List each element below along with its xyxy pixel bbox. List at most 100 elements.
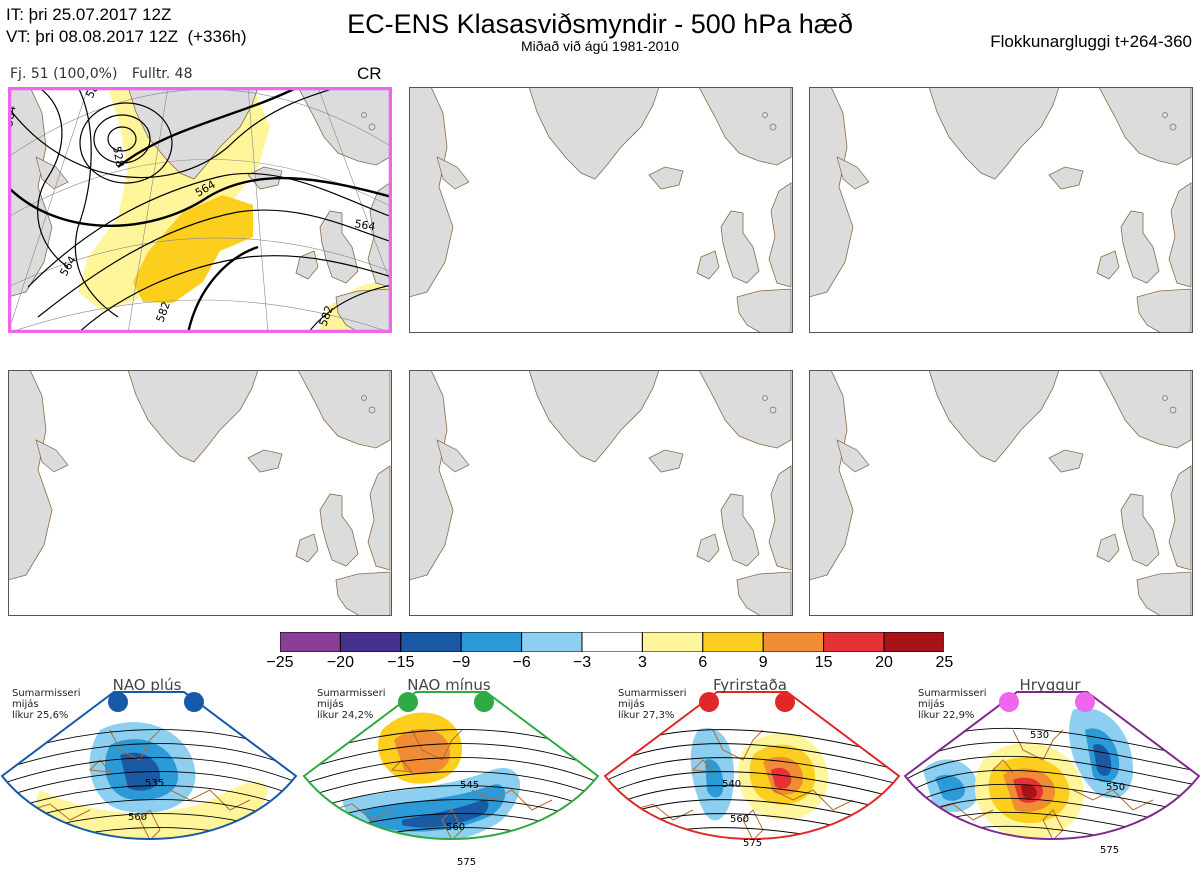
height-contour	[302, 842, 600, 868]
contour-label: 564	[353, 217, 376, 233]
regime-contour-label: 560	[128, 812, 148, 823]
regime-contour-label: 575	[1100, 845, 1120, 856]
page-title: EC-ENS Klasasviðsmyndir - 500 hPa hæð	[347, 9, 853, 39]
height-contour	[304, 771, 598, 803]
selected-cluster-border	[8, 87, 392, 333]
height-contour	[905, 825, 1199, 839]
cluster-map-panel-3	[809, 87, 1193, 333]
colorbar-tick: 20	[875, 654, 893, 671]
regime-panel	[302, 690, 600, 868]
regime-contour-label: 560	[446, 822, 466, 833]
colorbar-tick: −3	[572, 654, 592, 671]
cluster-map-panel-2	[409, 87, 793, 333]
regime-contour-label: 575	[457, 857, 477, 868]
anomaly-shading	[1013, 842, 1048, 856]
colorbar-tick: −9	[452, 654, 471, 671]
colorbar-cell	[400, 632, 462, 652]
colorbar-tick: 15	[814, 654, 833, 671]
regime-contour-label: 535	[145, 778, 165, 789]
regime-dot	[699, 692, 719, 712]
regime-dot	[1075, 692, 1095, 712]
stronger-positive-anomaly	[133, 195, 253, 303]
regime-likelihood: Sumarmisseri mijás líkur 24,2%	[317, 688, 386, 721]
panel1-map: 564 582 564 582 564 528 564 582	[8, 87, 392, 333]
colorbar-cell	[762, 632, 825, 652]
panel1-control: Fulltr. 48	[131, 66, 193, 82]
height-contour	[903, 840, 1200, 868]
colorbar-tick: −25	[266, 654, 294, 671]
cluster-map-panel-5	[409, 370, 793, 616]
anomaly-shading	[771, 767, 792, 789]
height-contour	[2, 771, 296, 803]
regime-contour-label: 545	[460, 780, 480, 791]
colorbar-tick: 9	[758, 654, 768, 671]
regime-border	[0, 691, 298, 840]
colorbar-cell	[280, 632, 341, 652]
height-contour	[304, 827, 598, 839]
regime-likelihood: Sumarmisseri mijás líkur 25,6%	[12, 688, 81, 721]
regime-name: Hryggur	[1019, 676, 1081, 694]
colorbar-cell	[641, 632, 704, 652]
colorbar-cell	[823, 632, 885, 652]
height-contour	[2, 757, 296, 789]
classification-window: Flokkunargluggi t+264-360	[990, 32, 1192, 51]
regime-border	[603, 691, 901, 840]
height-contour	[605, 771, 899, 803]
regime-name: Fyrirstaða	[713, 676, 787, 694]
regime-contour-label: 540	[722, 779, 742, 790]
panel1-members: Fj. 51 (100,0%)	[10, 66, 118, 82]
regime-border	[302, 691, 600, 840]
colorbar-cell	[702, 632, 764, 652]
regime-map	[903, 691, 1200, 868]
height-contour	[605, 827, 899, 839]
cluster-map-panel-4	[8, 370, 392, 616]
regime-map	[0, 691, 298, 868]
colorbar-tick: −6	[512, 654, 531, 671]
panel1-regime-code: CR	[357, 64, 382, 83]
regime-contour-label: 530	[1030, 730, 1050, 741]
cluster-map-panel-6	[809, 370, 1193, 616]
regime-panel	[0, 690, 298, 868]
colorbar-cell	[883, 632, 944, 652]
valid-time: VT: þri 08.08.2017 12Z (+336h)	[6, 27, 247, 46]
contour-label: 528	[110, 145, 126, 168]
colorbar-cell	[339, 632, 402, 652]
regime-map	[603, 691, 901, 840]
regime-contour-label: 560	[730, 814, 750, 825]
colorbar-tick: −15	[387, 654, 415, 671]
colorbar-tick: 3	[637, 654, 647, 671]
anomaly-shading	[1021, 784, 1037, 799]
contour-label: 564	[8, 105, 19, 128]
anomaly-colorbar	[280, 632, 944, 652]
height-contour	[2, 827, 296, 839]
anomaly-shading	[935, 774, 965, 801]
regime-likelihood: Sumarmisseri mijás líkur 22,9%	[918, 688, 987, 721]
regime-dot	[108, 692, 128, 712]
regime-dot	[775, 692, 795, 712]
regime-contour-label: 575	[743, 838, 763, 849]
regime-dot	[398, 692, 418, 712]
initial-time: IT: þri 25.07.2017 12Z	[6, 5, 172, 24]
regime-dot	[999, 692, 1019, 712]
regime-likelihood: Sumarmisseri mijás líkur 27,3%	[618, 688, 687, 721]
regime-border	[903, 691, 1200, 840]
regime-name: NAO plús	[112, 676, 182, 694]
colorbar-tick: −20	[326, 654, 354, 671]
colorbar-tick: 25	[935, 654, 954, 671]
colorbar-tick: 6	[698, 654, 708, 671]
cluster-map-panel-1: 564 582 564 582 564 528 564 582	[8, 87, 392, 333]
height-contour	[304, 743, 598, 775]
regime-name: NAO mínus	[407, 676, 491, 694]
regime-dot	[184, 692, 204, 712]
height-contour	[605, 757, 899, 789]
height-contour	[0, 842, 298, 868]
colorbar-cell	[460, 632, 523, 652]
height-contour	[2, 743, 296, 775]
colorbar-cell	[581, 632, 643, 652]
regime-panel	[603, 690, 901, 868]
height-contour	[905, 755, 1199, 789]
regime-dot	[474, 692, 494, 712]
page-subtitle: Miðað við ágú 1981-2010	[520, 38, 679, 54]
anomaly-shading	[705, 759, 724, 798]
panel1-info: Fj. 51 (100,0%) Fulltr. 48	[10, 66, 203, 82]
